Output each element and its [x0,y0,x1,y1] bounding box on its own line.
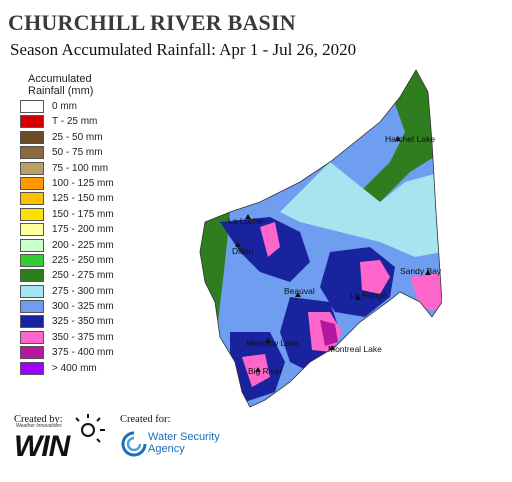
rainfall-zone-250-275-west [200,202,230,322]
marker-beauval [295,292,301,297]
legend-swatch [20,161,44,175]
basin-boundary [199,69,442,408]
legend-label: 375 - 400 mm [52,347,114,359]
legend-title: Accumulated Rainfall (mm) [28,73,93,97]
legend-label: 25 - 50 mm [52,131,103,143]
legend-label: T - 25 mm [52,116,98,128]
rainfall-zone-325-350-northwest [220,217,310,282]
rainfall-zone-350-375-la-ronge [360,260,390,294]
legend-swatch [20,330,44,344]
legend-label: > 400 mm [52,362,97,374]
win-logo: WIN [14,430,70,463]
legend-label: 0 mm [52,101,77,112]
label-dillon: Dillon [232,246,254,256]
legend-swatch [20,253,44,267]
rainfall-zone-250-275-north [360,70,442,202]
legend-title-line1: Accumulated [28,73,92,85]
legend-swatch [20,115,44,129]
created-for-label: Created for: [120,414,171,425]
legend-label: 300 - 325 mm [52,301,114,313]
legend-label: 275 - 300 mm [52,285,114,297]
map-subtitle: Season Accumulated Rainfall: Apr 1 - Jul… [10,40,357,59]
marker-big-river [255,367,261,372]
legend-label: 225 - 250 mm [52,254,114,266]
label-meadow-lake: Meadow Lake [246,338,299,348]
marker-meadow-lake [265,338,271,343]
legend-label: 50 - 75 mm [52,147,103,159]
marker-hatchet-lake [395,136,401,141]
rainfall-zone-375-400-montreal-lake [320,320,338,346]
legend-swatch [20,176,44,190]
marker-la-loche [245,214,251,219]
legend-swatch [20,146,44,160]
legend-swatch [20,300,44,314]
legend-swatch [20,269,44,283]
legend-swatch [20,207,44,221]
place-markers [235,136,431,372]
marker-dillon [235,242,241,247]
legend-title-line2: Rainfall (mm) [28,85,94,97]
created-by-label: Created by: [14,414,63,425]
legend-swatch [20,192,44,206]
label-sandy-bay: Sandy Bay [400,266,442,276]
legend-label: 200 - 225 mm [52,239,114,251]
win-tagline: Weather Innovations [16,423,62,429]
legend-label: 325 - 350 mm [52,316,114,328]
legend-swatch [20,346,44,360]
sun-icon [75,414,105,443]
legend-swatch [20,130,44,144]
legend-swatch [20,223,44,237]
legend-label: 100 - 125 mm [52,177,114,189]
water-drop-icon [121,431,147,457]
agency-name-line1: Water Security [148,431,220,443]
label-beauval: Beauval [284,286,315,296]
map-title: CHURCHILL RIVER BASIN [8,10,296,35]
legend-label: 150 - 175 mm [52,208,114,220]
agency-name-line2: Agency [148,443,185,455]
legend-swatch [20,100,44,113]
rainfall-zone-275-300-central [280,162,442,257]
legend-label: 175 - 200 mm [52,224,114,236]
label-hatchet-lake: Hatchet Lake [385,134,435,144]
rainfall-zone-350-375-dillon [260,222,280,257]
label-big-river: Big River [248,366,283,376]
label-la-loche: La Loche [228,216,263,226]
legend-label: 250 - 275 mm [52,270,114,282]
label-la-ronge: La Ronge [350,290,387,300]
legend-swatch [20,238,44,252]
basin-map: Hatchet Lake La Loche Dillon Sandy Bay B… [199,69,442,408]
legend-label: 125 - 150 mm [52,193,114,205]
label-montreal-lake: Montreal Lake [328,344,382,354]
marker-montreal-lake [329,345,335,350]
legend-label: 75 - 100 mm [52,162,109,174]
marker-sandy-bay [425,270,431,275]
marker-la-ronge [355,295,361,300]
legend-label: 350 - 375 mm [52,331,114,343]
legend-swatch [20,315,44,329]
legend-swatch [20,361,44,375]
agency-name: Water Security Agency [148,431,220,455]
rainfall-zone-350-375-sandy-bay [410,272,442,312]
legend-swatch [20,284,44,298]
